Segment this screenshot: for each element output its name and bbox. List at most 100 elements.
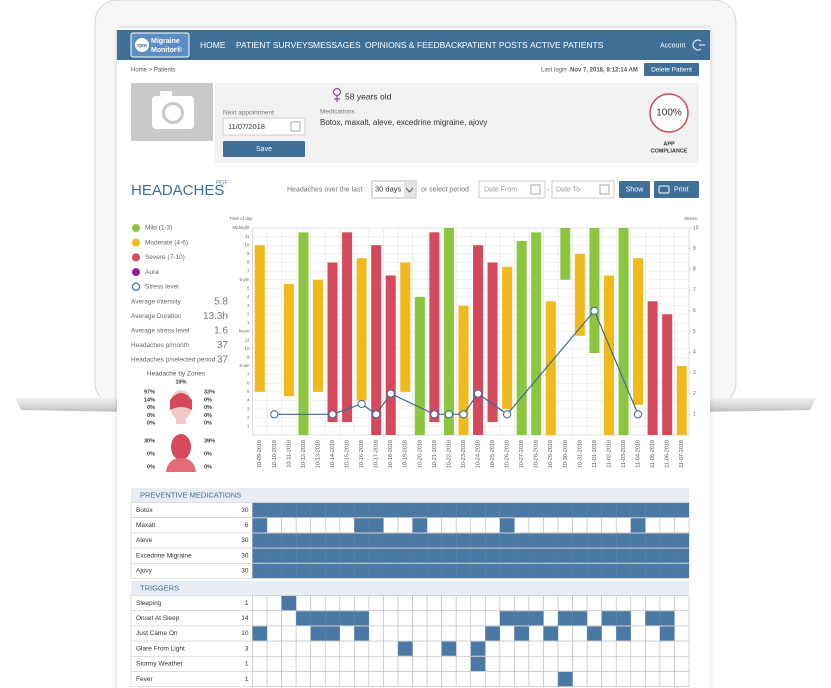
day-filled xyxy=(528,503,544,518)
day-cell xyxy=(674,655,690,672)
day-cell xyxy=(455,640,472,657)
nav-item[interactable]: ACTIVE PATIENTS xyxy=(530,40,604,50)
day-cell xyxy=(324,517,341,534)
day-cell xyxy=(484,517,501,534)
delete-button-label[interactable]: Delete Patient xyxy=(651,67,692,74)
date-from-input[interactable] xyxy=(478,180,546,199)
pdf-link[interactable]: PDF xyxy=(216,181,228,187)
day-cell xyxy=(295,517,311,534)
nav-item[interactable]: PATIENT SURVEYS xyxy=(236,40,314,50)
day-filled xyxy=(514,626,529,641)
day-cell xyxy=(601,595,617,611)
day-cell xyxy=(630,640,646,657)
day-cell xyxy=(674,625,690,642)
day-cell xyxy=(383,625,399,642)
day-filled xyxy=(616,548,631,563)
y2-tick-label: 1 xyxy=(693,412,696,418)
headache-bar xyxy=(254,245,265,392)
day-filled xyxy=(296,563,311,578)
headache-bar xyxy=(342,232,353,423)
x-tick-label: 10-30-2018 xyxy=(563,440,569,468)
row-count: 6 xyxy=(245,522,249,529)
nav-item[interactable]: MESSAGES xyxy=(313,40,361,50)
logout-icon[interactable] xyxy=(692,39,705,51)
zone-value: 0% xyxy=(147,451,155,457)
day-cell xyxy=(455,595,472,611)
day-cell xyxy=(630,595,646,611)
day-filled xyxy=(645,611,660,626)
stress-point xyxy=(328,410,337,419)
headache-bar xyxy=(531,232,542,435)
y-tick-label: 6 pm xyxy=(239,277,249,282)
headache-bar xyxy=(371,245,382,435)
day-cell xyxy=(659,595,675,611)
day-cell xyxy=(339,625,355,642)
day-filled xyxy=(674,563,689,578)
stress-point xyxy=(444,410,454,419)
date-to-input[interactable] xyxy=(551,180,615,199)
save-button[interactable] xyxy=(223,141,305,157)
date-placeholder[interactable]: Date To xyxy=(556,186,580,193)
nav-item[interactable]: OPINIONS & FEEDBACK xyxy=(365,40,463,50)
headache-bar xyxy=(487,262,498,423)
x-tick-label: 11-05-2018 xyxy=(650,440,656,468)
day-cell xyxy=(397,595,413,611)
day-cell xyxy=(514,595,530,611)
day-cell xyxy=(339,640,355,657)
row-count: 14 xyxy=(241,615,249,622)
day-cell xyxy=(441,595,457,611)
day-cell xyxy=(470,610,486,627)
headache-bar xyxy=(618,228,629,435)
day-cell xyxy=(484,595,501,611)
appointment-input[interactable] xyxy=(222,117,306,136)
day-cell xyxy=(397,625,413,642)
delete-button[interactable] xyxy=(644,63,699,76)
print-button[interactable] xyxy=(654,181,699,198)
date-dash: - xyxy=(547,186,550,193)
day-filled xyxy=(354,548,369,563)
day-cell xyxy=(484,640,501,657)
save-label[interactable]: Save xyxy=(256,146,272,153)
day-cell xyxy=(324,671,341,687)
calendar-icon[interactable] xyxy=(599,184,610,195)
y-tick-label: 5 xyxy=(247,389,250,394)
account-link[interactable]: Account xyxy=(660,42,685,49)
day-filled xyxy=(616,563,631,578)
day-filled xyxy=(296,611,311,626)
nav-item[interactable]: HOME xyxy=(200,40,226,50)
nav-item[interactable]: PATIENT POSTS xyxy=(462,40,528,50)
show-label[interactable]: Show xyxy=(626,186,644,193)
day-filled xyxy=(252,626,268,641)
day-cell xyxy=(630,625,646,642)
headache-bar xyxy=(458,305,469,435)
headache-bar xyxy=(414,297,425,435)
calendar-icon[interactable] xyxy=(530,184,541,195)
day-filled xyxy=(659,626,675,641)
day-filled xyxy=(252,518,268,533)
day-cell xyxy=(281,671,297,687)
day-filled xyxy=(281,548,297,563)
day-filled xyxy=(383,503,398,518)
date-placeholder[interactable]: Date From xyxy=(484,186,517,193)
print-label[interactable]: Print xyxy=(674,186,688,193)
day-cell xyxy=(368,610,384,627)
day-cell xyxy=(543,517,559,534)
x-tick-label: 10-14-2018 xyxy=(330,440,336,468)
day-cell xyxy=(543,671,559,687)
y2-tick-label: 10 xyxy=(693,225,699,231)
logo-icon xyxy=(135,38,149,52)
compliance-ring xyxy=(649,93,689,133)
day-cell xyxy=(397,655,413,672)
period-value[interactable]: 30 days xyxy=(375,184,402,193)
breadcrumb[interactable]: Home > Patients xyxy=(131,68,176,74)
y-tick-label: 2 xyxy=(247,415,250,420)
headache-bar xyxy=(516,240,527,435)
day-filled xyxy=(252,563,268,578)
headache-bar xyxy=(312,279,323,392)
day-cell xyxy=(659,640,675,657)
show-button[interactable] xyxy=(619,181,650,198)
day-cell xyxy=(441,610,457,627)
day-filled xyxy=(398,533,413,548)
calendar-icon[interactable] xyxy=(290,121,301,132)
day-cell xyxy=(528,640,544,657)
